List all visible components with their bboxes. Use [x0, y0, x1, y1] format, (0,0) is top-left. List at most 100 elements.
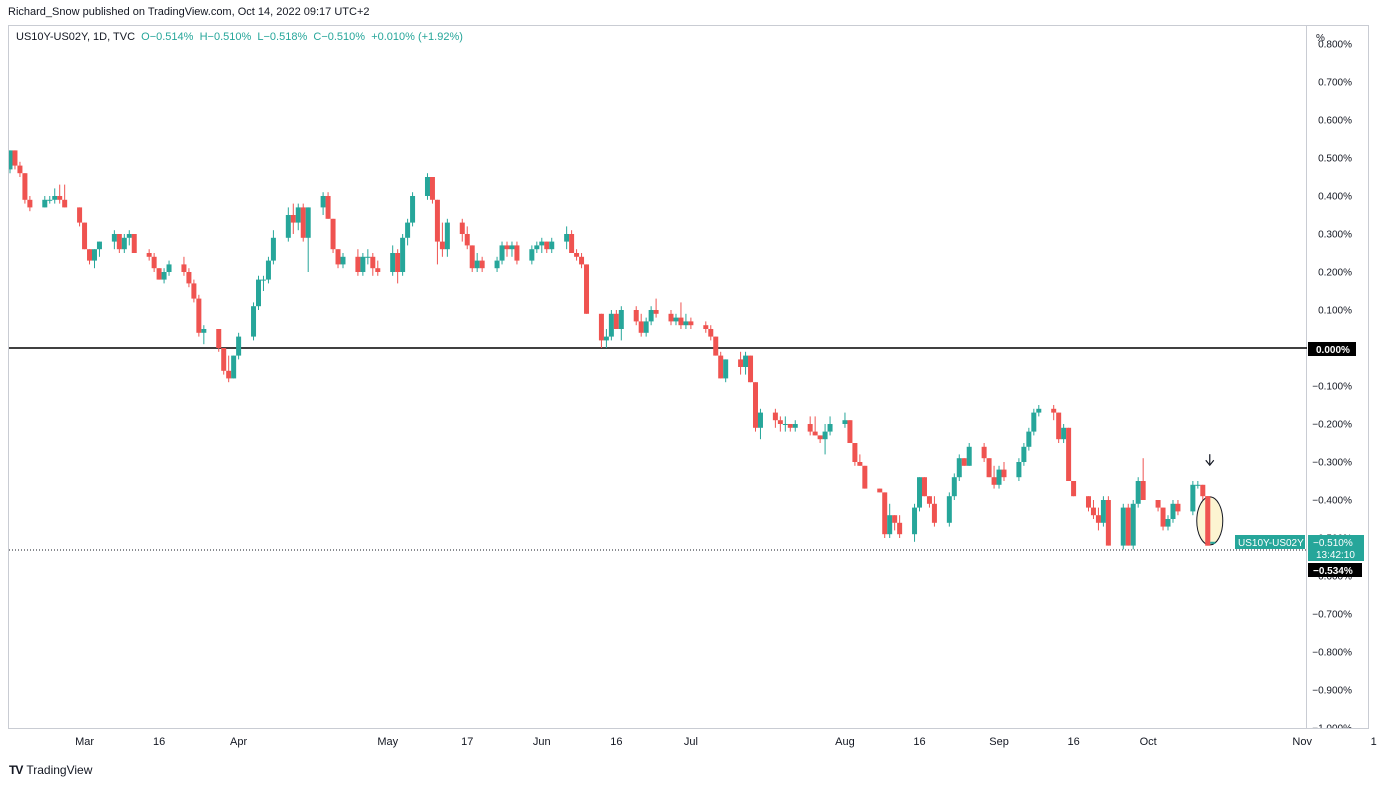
tradingview-logo-icon: TV [9, 763, 23, 777]
candle [1026, 427, 1032, 451]
candle-body [226, 370, 232, 379]
candle [504, 241, 510, 257]
candle-body [47, 199, 53, 201]
time-tick-label: Mar [75, 736, 94, 748]
candle-body [1165, 519, 1171, 527]
candle [857, 454, 863, 466]
candle [996, 465, 1002, 489]
candle-body [504, 245, 510, 250]
time-tick-label: Aug [835, 736, 855, 748]
candle-body [638, 321, 644, 333]
candle-body [708, 329, 714, 337]
candle [961, 458, 967, 466]
price-tick-label: −1.000% [1312, 724, 1352, 735]
time-tick-label: Oct [1140, 736, 1157, 748]
candle [569, 230, 575, 253]
candle [439, 222, 445, 257]
price-scale[interactable] [1307, 25, 1369, 729]
publisher-line: Richard_Snow published on TradingView.co… [8, 6, 370, 18]
candle-body [87, 249, 93, 261]
footer-branding[interactable]: TV TradingView [9, 763, 92, 777]
annotations-layer [1196, 454, 1224, 546]
candle [1125, 503, 1131, 546]
candle-body [1026, 431, 1032, 447]
candle [1135, 477, 1141, 508]
candle [807, 416, 813, 436]
candle-body [917, 477, 923, 508]
legend-symbol[interactable]: US10Y-US02Y, 1D, TVC [16, 31, 136, 43]
candle [539, 237, 545, 253]
candle-body [1095, 515, 1101, 523]
candle [514, 241, 520, 265]
candle-body [509, 245, 515, 250]
candle-body [643, 321, 649, 333]
candle [782, 416, 788, 432]
candle [966, 443, 972, 466]
candle-body [111, 234, 117, 242]
candle [688, 317, 694, 329]
candle [668, 310, 674, 326]
candle-body [812, 431, 818, 436]
candle [335, 249, 341, 269]
candle-body [1071, 481, 1077, 497]
ohlc-legend: US10Y-US02Y, 1D, TVC O−0.514% H−0.510% L… [16, 31, 463, 43]
candle-body [1066, 427, 1072, 481]
zero-line-badge: 0.000% [1308, 342, 1356, 356]
candle [787, 424, 793, 432]
candle [991, 465, 997, 489]
candle [986, 458, 992, 478]
candle [643, 317, 649, 337]
candle [648, 306, 654, 326]
chart-pane[interactable] [8, 25, 1307, 729]
candle [494, 256, 500, 272]
price-tick-label: 0.400% [1318, 192, 1352, 203]
candle-body [633, 310, 639, 322]
candle [549, 237, 555, 253]
candle [256, 275, 261, 310]
time-tick-label: Jun [533, 736, 551, 748]
candle [434, 199, 440, 265]
candle [1100, 496, 1106, 527]
last-price-badge: −0.510% 13:42:10 [1308, 535, 1364, 561]
candle [459, 218, 465, 242]
candle [196, 294, 202, 337]
candle-body [539, 241, 545, 246]
candle-body [285, 215, 291, 238]
candle [678, 302, 684, 329]
candle-body [77, 207, 83, 223]
candle [564, 226, 570, 250]
price-unit-label: % [1316, 33, 1325, 44]
candle-body [1085, 496, 1091, 508]
candle-body [126, 234, 132, 238]
candle-body [897, 522, 903, 535]
candle-body [1140, 481, 1146, 500]
candle [444, 218, 450, 257]
candle [852, 443, 858, 466]
candle-body [499, 245, 505, 261]
candle [509, 241, 515, 257]
time-tick-label: 16 [1371, 736, 1377, 748]
candle-body [405, 222, 411, 238]
candle [161, 268, 167, 284]
candle-body [683, 321, 689, 326]
candle [613, 310, 619, 329]
candle-body [181, 264, 187, 272]
candle-body [549, 241, 555, 250]
candle-body [1135, 481, 1141, 504]
candle-body [1190, 484, 1196, 512]
candle [260, 275, 266, 291]
candle [917, 477, 923, 512]
candle-body [1125, 507, 1131, 546]
candle-body [956, 458, 962, 478]
candle [862, 465, 868, 489]
candle [226, 355, 232, 383]
candle [1095, 507, 1101, 531]
candle [330, 218, 336, 253]
candle [708, 325, 714, 341]
candle-body [22, 173, 28, 200]
candle-body [42, 199, 48, 208]
candle [96, 241, 102, 257]
candle [842, 412, 848, 428]
candle [300, 203, 306, 242]
